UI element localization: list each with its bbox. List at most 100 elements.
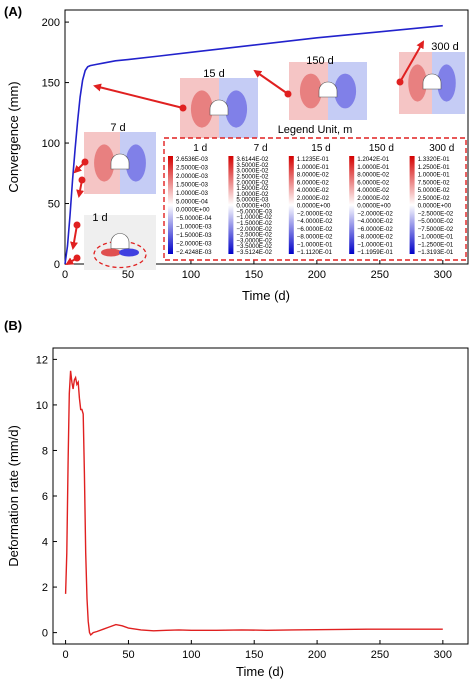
inset-label: 15 d — [203, 68, 224, 80]
b-x-tick-label: 150 — [245, 649, 263, 661]
legend-value: 3.5000E-02 — [236, 162, 269, 169]
a-y-tick-label: 50 — [48, 199, 60, 211]
a-x-tick-label: 0 — [62, 269, 68, 281]
legend-value: −6.0000E-02 — [357, 226, 393, 233]
legend-column-header: 15 d — [311, 143, 330, 154]
contour-inset: 300 d — [399, 41, 465, 114]
inset-red-lobe — [94, 144, 115, 182]
a-x-tick-label: 300 — [434, 269, 452, 281]
legend-value: 2.5000E-03 — [176, 164, 209, 171]
b-y-tick-label: 4 — [42, 537, 48, 549]
legend-title: Legend Unit, m — [278, 124, 353, 136]
tunnel-opening — [110, 153, 130, 170]
inset-blue-lobe — [437, 64, 456, 102]
inset-1d-blue-zone — [119, 248, 139, 257]
inset-1d-red-zone — [101, 248, 121, 257]
legend-value: −1.1120E-01 — [297, 249, 333, 256]
inset-blue-lobe — [334, 73, 357, 109]
a-y-tick-label: 100 — [42, 138, 60, 150]
legend-value: 3.0000E-02 — [236, 168, 269, 175]
legend-column-header: 300 d — [429, 143, 454, 154]
legend-value: 8.0000E-02 — [357, 172, 390, 179]
b-x-tick-label: 100 — [182, 649, 200, 661]
arrow — [73, 161, 86, 174]
legend-value: 2.0000E-02 — [236, 179, 269, 186]
legend-value: 0.0000E+00 — [176, 207, 210, 214]
legend-value: −5.0000E-02 — [418, 218, 454, 225]
tunnel-opening — [318, 81, 338, 98]
arrow — [65, 257, 78, 266]
inset-label: 300 d — [431, 41, 459, 53]
contour-inset: 150 d — [289, 55, 367, 120]
legend-value: 8.0000E-02 — [297, 172, 330, 179]
panel-a-contour-legend: Legend Unit, m 1 d 2.6536E-032.5000E-03 2.0… — [163, 124, 467, 261]
panel-a-y-axis-label: Convergence (mm) — [6, 81, 21, 192]
legend-value: −1.3193E-01 — [418, 249, 454, 256]
legend-value: 1.0000E-03 — [176, 190, 209, 197]
convergence-line — [64, 24, 443, 265]
legend-value: 6.0000E-02 — [297, 179, 330, 186]
b-y-tick-label: 12 — [36, 354, 48, 366]
legend-value: −6.0000E-02 — [297, 226, 333, 233]
arrow — [253, 69, 289, 95]
legend-value: 0.0000E+00 — [236, 203, 270, 210]
inset-red-lobe — [408, 64, 427, 102]
panel-a-x-axis-label: Time (d) — [242, 288, 290, 303]
legend-value: −1.1959E-01 — [357, 249, 393, 256]
legend-color-bar — [228, 156, 234, 254]
legend-value: 2.5000E-02 — [236, 173, 269, 180]
b-y-tick-label: 10 — [36, 400, 48, 412]
legend-value: −2.0000E-02 — [297, 210, 333, 217]
contour-inset: 15 d — [180, 68, 258, 140]
panel-b-ticks: 0 50 100 150 200 250 300 0 2 4 6 8 10 12 — [36, 354, 452, 661]
inset-label: 150 d — [306, 55, 334, 67]
legend-value: −3.5000E-02 — [236, 243, 272, 250]
legend-value: −1.0000E-01 — [357, 241, 393, 248]
legend-value: 0.0000E+00 — [297, 203, 331, 210]
panel-b-label: (B) — [4, 318, 22, 333]
panel-b-plot-frame — [52, 347, 469, 645]
legend-value: 1.5000E-03 — [176, 181, 209, 188]
a-x-tick-label: 250 — [371, 269, 389, 281]
a-x-tick-label: 50 — [122, 269, 134, 281]
inset-red-lobe — [190, 90, 213, 128]
legend-color-bar — [349, 156, 355, 254]
panel-a-label: (A) — [4, 4, 22, 19]
panel-a-plot-frame — [64, 9, 469, 265]
legend-value: −2.5000E-02 — [418, 210, 454, 217]
legend-value: 1.2042E-01 — [357, 156, 390, 163]
b-y-tick-label: 2 — [42, 582, 48, 594]
inset-label: 7 d — [110, 122, 125, 134]
legend-value: 1.1235E-01 — [297, 156, 330, 163]
b-x-tick-label: 0 — [63, 649, 69, 661]
b-x-tick-label: 300 — [434, 649, 452, 661]
legend-value: 1.0000E-01 — [357, 164, 390, 171]
b-x-tick-label: 250 — [371, 649, 389, 661]
legend-value: −2.0000E-02 — [357, 210, 393, 217]
b-y-tick-label: 6 — [42, 491, 48, 503]
legend-value: 5.0000E-03 — [236, 197, 269, 204]
legend-value: 7.5000E-02 — [418, 179, 451, 186]
legend-value: −2.0000E-02 — [236, 226, 272, 233]
legend-value: −1.0000E-02 — [236, 214, 272, 221]
b-y-tick-label: 8 — [42, 445, 48, 457]
a-x-tick-label: 150 — [245, 269, 263, 281]
legend-column-header: 150 d — [369, 143, 394, 154]
tunnel-opening — [422, 73, 442, 90]
legend-value: −4.0000E-02 — [297, 218, 333, 225]
legend-value: 2.0000E-02 — [357, 195, 390, 202]
panel-b-y-axis-label: Deformation rate (mm/d) — [6, 425, 21, 567]
legend-box — [163, 137, 467, 261]
a-y-tick-label: 150 — [42, 78, 60, 90]
legend-value: −1.0000E-01 — [418, 234, 454, 241]
legend-value: 1.0000E-01 — [418, 172, 451, 179]
legend-value: −1.5000E-03 — [176, 232, 212, 239]
legend-value: 1.2500E-01 — [418, 164, 451, 171]
legend-color-bar — [409, 156, 415, 254]
panel-a-ticks: 0 50 100 150 200 250 300 0 50 100 150 200 — [42, 17, 452, 281]
a-x-tick-label: 100 — [182, 269, 200, 281]
arrow — [76, 179, 85, 198]
legend-column-header: 7 d — [254, 143, 268, 154]
arrow — [70, 224, 78, 250]
legend-value: −2.4248E-03 — [176, 249, 212, 256]
